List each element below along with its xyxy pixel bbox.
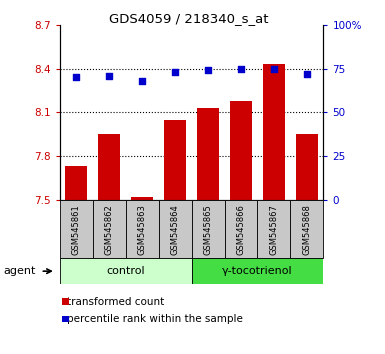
Text: percentile rank within the sample: percentile rank within the sample [67,314,243,324]
Bar [192,200,224,258]
Bar [296,134,318,200]
Point [205,68,211,73]
Text: GSM545863: GSM545863 [137,204,147,255]
Text: GSM545868: GSM545868 [302,204,311,255]
Text: GSM545861: GSM545861 [72,204,81,255]
Bar [93,200,126,258]
Bar [230,101,252,200]
Bar [192,258,323,284]
Text: GSM545865: GSM545865 [204,204,213,255]
Text: agent: agent [4,266,36,276]
Bar [62,316,69,322]
Bar [126,200,159,258]
Text: GSM545866: GSM545866 [236,204,246,255]
Point [106,73,112,79]
Text: control: control [106,266,145,276]
Bar [258,200,290,258]
Text: γ-tocotrienol: γ-tocotrienol [222,266,293,276]
Bar [99,134,120,200]
Text: GSM545867: GSM545867 [270,204,278,255]
Bar [164,120,186,200]
Bar [159,200,192,258]
Text: GDS4059 / 218340_s_at: GDS4059 / 218340_s_at [109,12,268,25]
Point [304,71,310,77]
Bar [60,200,93,258]
Point [238,66,244,72]
Bar [62,298,69,305]
Text: transformed count: transformed count [67,297,165,307]
Point [271,66,277,72]
Bar [131,197,153,200]
Text: GSM545862: GSM545862 [105,204,114,255]
Bar [65,166,87,200]
Bar [263,64,285,200]
Text: GSM545864: GSM545864 [171,204,179,255]
Bar [224,200,258,258]
Point [73,75,79,80]
Bar [290,200,323,258]
Bar [60,258,192,284]
Point [172,69,178,75]
Point [139,78,145,84]
Bar [197,108,219,200]
